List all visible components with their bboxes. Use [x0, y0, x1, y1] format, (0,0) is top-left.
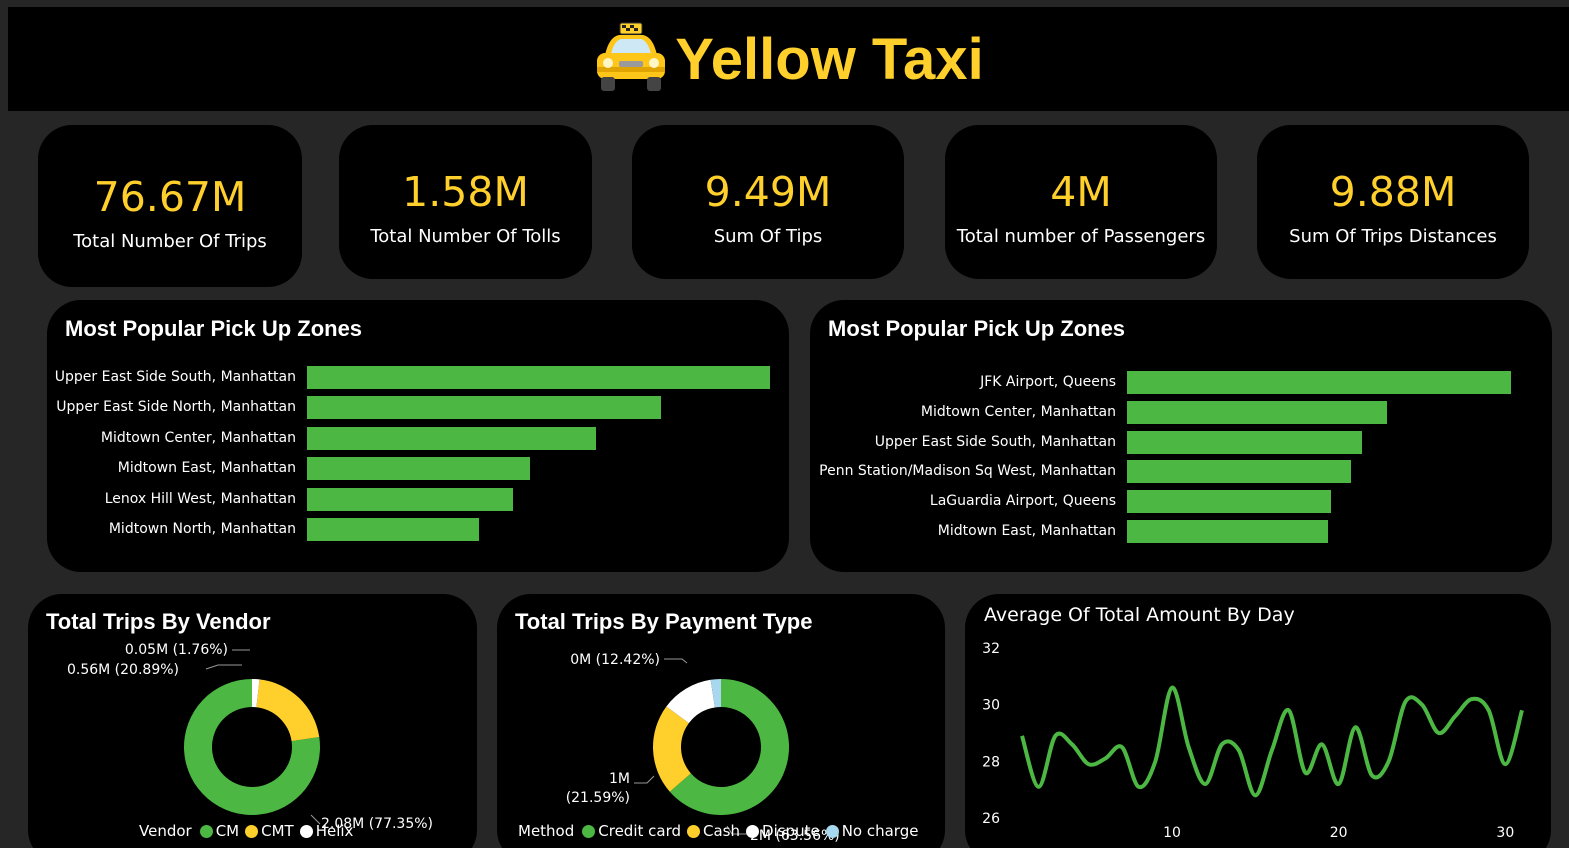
legend-title: Vendor [139, 822, 192, 840]
bar[interactable] [307, 366, 770, 389]
bar-label: LaGuardia Airport, Queens [929, 493, 1116, 510]
payment-donut: 2M (63.56%) 0M (12.42%) 1M (21.59%) [566, 652, 840, 844]
kpi-label: Total number of Passengers [956, 226, 1206, 247]
bar[interactable] [1127, 371, 1511, 394]
y-tick-label: 32 [982, 641, 1000, 657]
legend-dot-helix [299, 824, 313, 838]
taxi-icon [597, 22, 666, 91]
bar[interactable] [307, 426, 597, 450]
y-tick-label: 28 [982, 754, 1000, 770]
bar-label: Midtown Center, Manhattan [100, 429, 296, 446]
chart-title: Total Trips By Payment Type [515, 609, 813, 634]
x-tick-label: 10 [1163, 825, 1181, 841]
slice-label-cm: 2.08M (77.35%) [321, 816, 433, 832]
line-chart-area: 26 28 30 32 10 20 30 [982, 641, 1524, 841]
payment-legend: Method Credit card Cash Dispute No charg… [518, 822, 918, 840]
bar-label: Midtown Center, Manhattan [920, 403, 1116, 420]
kpi-value: 9.49M [704, 168, 832, 216]
bar[interactable] [307, 518, 480, 541]
legend-dot-dispute [746, 824, 760, 838]
x-tick-label: 30 [1496, 825, 1514, 841]
legend-item-dispute[interactable]: Dispute [762, 822, 820, 840]
legend-item-cmt[interactable]: CMT [261, 822, 294, 840]
bar[interactable] [1127, 520, 1328, 543]
donut-slice-no-charge[interactable] [710, 679, 721, 708]
bar[interactable] [1127, 430, 1362, 454]
bar-label: Penn Station/Madison Sq West, Manhattan [819, 463, 1116, 480]
bar-label: Upper East Side South, Manhattan [874, 433, 1116, 450]
bar[interactable] [307, 396, 662, 420]
kpi-label: Sum Of Tips [713, 226, 823, 247]
legend-item-no-charge[interactable]: No charge [841, 822, 919, 840]
kpi-value: 1.58M [402, 168, 529, 216]
kpi-label: Total Number Of Trips [73, 231, 267, 252]
kpi-card-sum-tips: 9.49M Sum Of Tips [632, 125, 904, 279]
legend-item-credit-card[interactable]: Credit card [598, 822, 682, 840]
donut-slice-cm[interactable] [184, 679, 320, 815]
kpi-value: 4M [1050, 168, 1112, 216]
kpi-value: 9.88M [1329, 168, 1457, 216]
bar[interactable] [1127, 460, 1351, 484]
bar-label: Upper East Side North, Manhattan [56, 399, 296, 416]
donut-slice-cash[interactable] [653, 706, 691, 792]
vendor-donut: 2.08M (77.35%) 0.56M (20.89%) 0.05M (1.7… [67, 642, 433, 832]
legend-item-cm[interactable]: CM [215, 822, 240, 840]
legend-title: Method [518, 822, 575, 840]
y-tick-label: 30 [982, 698, 1000, 714]
legend-dot-no-charge [825, 824, 839, 838]
series-line[interactable] [1020, 685, 1524, 798]
donut-slice-helix[interactable] [252, 679, 260, 708]
legend-dot-credit-card [582, 824, 596, 838]
bar-label: Midtown East, Manhattan [117, 460, 296, 477]
trips-by-vendor-chart: Total Trips By Vendor 2.08M (77.35%) 0.5… [28, 594, 477, 848]
kpi-card-total-passengers: 4M Total number of Passengers [945, 125, 1217, 279]
chart-title: Most Popular Pick Up Zones [828, 316, 1126, 341]
kpi-card-total-tolls: 1.58M Total Number Of Tolls [339, 125, 592, 279]
bar-label: Midtown North, Manhattan [108, 521, 296, 537]
kpi-value: 76.67M [93, 173, 247, 221]
kpi-label: Total Number Of Tolls [370, 226, 561, 247]
bar-label: JFK Airport, Queens [980, 374, 1116, 390]
legend-dot-cash [687, 824, 701, 838]
bar[interactable] [307, 487, 514, 511]
slice-label-credit-card: 2M (63.56%) [750, 828, 840, 844]
bar-label: Midtown East, Manhattan [937, 523, 1116, 539]
x-tick-label: 20 [1330, 825, 1348, 841]
slice-label-helix: 0.05M (1.76%) [125, 642, 228, 658]
page-title: Yellow Taxi [675, 26, 984, 92]
donut-slice-cmt[interactable] [256, 679, 320, 742]
slice-label-cash-value: 1M [609, 771, 630, 787]
bar[interactable] [1127, 490, 1331, 514]
legend-dot-cm [199, 824, 213, 838]
kpi-card-total-trips: 76.67M Total Number Of Trips [38, 125, 302, 287]
donut-slice-credit-card[interactable] [669, 679, 789, 815]
bar-label: Upper East Side South, Manhattan [54, 369, 296, 385]
y-tick-label: 26 [982, 811, 1000, 827]
pickup-zones-chart-2: Most Popular Pick Up Zones JFK Airport, … [810, 300, 1552, 572]
slice-label-dispute: 0M (12.42%) [570, 652, 660, 668]
donut-slice-dispute[interactable] [666, 679, 715, 724]
kpi-card-sum-distances: 9.88M Sum Of Trips Distances [1257, 125, 1529, 279]
chart-title: Total Trips By Vendor [46, 609, 271, 634]
bar-label: Lenox Hill West, Manhattan [104, 490, 296, 507]
vendor-legend: Vendor CM CMT Helix [139, 822, 353, 840]
chart-title: Average Of Total Amount By Day [984, 604, 1295, 626]
legend-item-cash[interactable]: Cash [703, 822, 741, 840]
slice-label-cash-percent: (21.59%) [566, 790, 630, 806]
kpi-label: Sum Of Trips Distances [1289, 226, 1497, 247]
legend-dot-cmt [245, 824, 259, 838]
trips-by-payment-chart: Total Trips By Payment Type 2M (63.56%) … [497, 594, 945, 848]
dashboard-header: Yellow Taxi [8, 7, 1569, 111]
slice-label-cmt: 0.56M (20.89%) [67, 662, 179, 678]
avg-amount-by-day-chart: Average Of Total Amount By Day 26 28 30 32 1… [965, 594, 1551, 848]
legend-item-helix[interactable]: Helix [315, 822, 354, 840]
bar[interactable] [307, 457, 531, 481]
bar[interactable] [1127, 400, 1387, 424]
pickup-zones-chart-1: Most Popular Pick Up Zones Upper East Si… [47, 300, 789, 572]
chart-title: Most Popular Pick Up Zones [65, 316, 363, 341]
